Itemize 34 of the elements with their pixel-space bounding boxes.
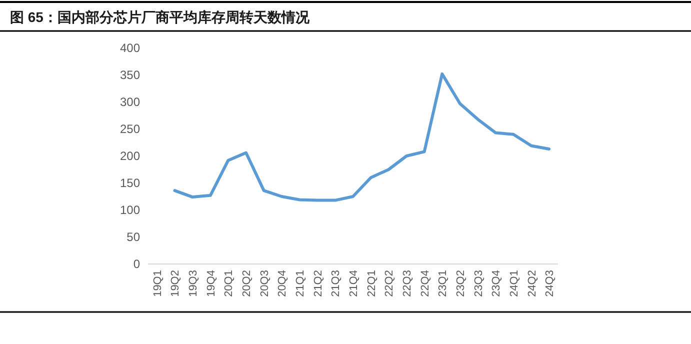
x-tick-label: 24Q2 bbox=[526, 270, 538, 297]
x-tick-label: 20Q2 bbox=[241, 270, 254, 297]
line-series bbox=[173, 72, 551, 202]
y-tick-label: 0 bbox=[133, 257, 140, 271]
x-tick-label: 20Q3 bbox=[258, 270, 271, 297]
y-tick-label: 50 bbox=[126, 230, 140, 244]
x-tick-label: 23Q3 bbox=[472, 270, 485, 297]
x-tick-label: 20Q1 bbox=[223, 270, 236, 297]
y-tick-label: 250 bbox=[120, 122, 140, 136]
x-tick-label: 21Q2 bbox=[312, 270, 324, 297]
x-tick-label: 23Q4 bbox=[490, 270, 503, 297]
x-tick-label: 23Q1 bbox=[437, 270, 450, 297]
x-tick-label: 19Q1 bbox=[152, 270, 164, 297]
chart-title: 图 65：国内部分芯片厂商平均库存周转天数情况 bbox=[10, 9, 310, 25]
y-tick-label: 200 bbox=[120, 149, 140, 163]
x-tick-label: 19Q3 bbox=[188, 270, 200, 297]
x-tick-label: 22Q4 bbox=[419, 270, 432, 297]
x-tick-label: 22Q3 bbox=[401, 270, 414, 297]
x-tick-label: 23Q2 bbox=[454, 270, 467, 297]
y-tick-label: 150 bbox=[120, 176, 140, 190]
x-tick-label: 21Q3 bbox=[330, 270, 342, 297]
x-tick-label: 21Q1 bbox=[294, 270, 307, 297]
y-tick-label: 350 bbox=[120, 68, 140, 82]
x-tick-label: 20Q4 bbox=[276, 270, 289, 297]
x-tick-label: 21Q4 bbox=[348, 270, 360, 297]
x-tick-label: 24Q3 bbox=[544, 270, 556, 297]
y-tick-label: 400 bbox=[120, 41, 140, 55]
x-tick-label: 24Q1 bbox=[508, 270, 520, 297]
x-tick-label: 19Q2 bbox=[170, 270, 182, 297]
x-tick-label: 22Q2 bbox=[384, 270, 396, 297]
x-tick-label: 19Q4 bbox=[205, 270, 218, 297]
y-tick-label: 100 bbox=[120, 203, 140, 217]
y-tick-label: 300 bbox=[120, 95, 140, 109]
x-tick-label: 22Q1 bbox=[366, 270, 378, 297]
